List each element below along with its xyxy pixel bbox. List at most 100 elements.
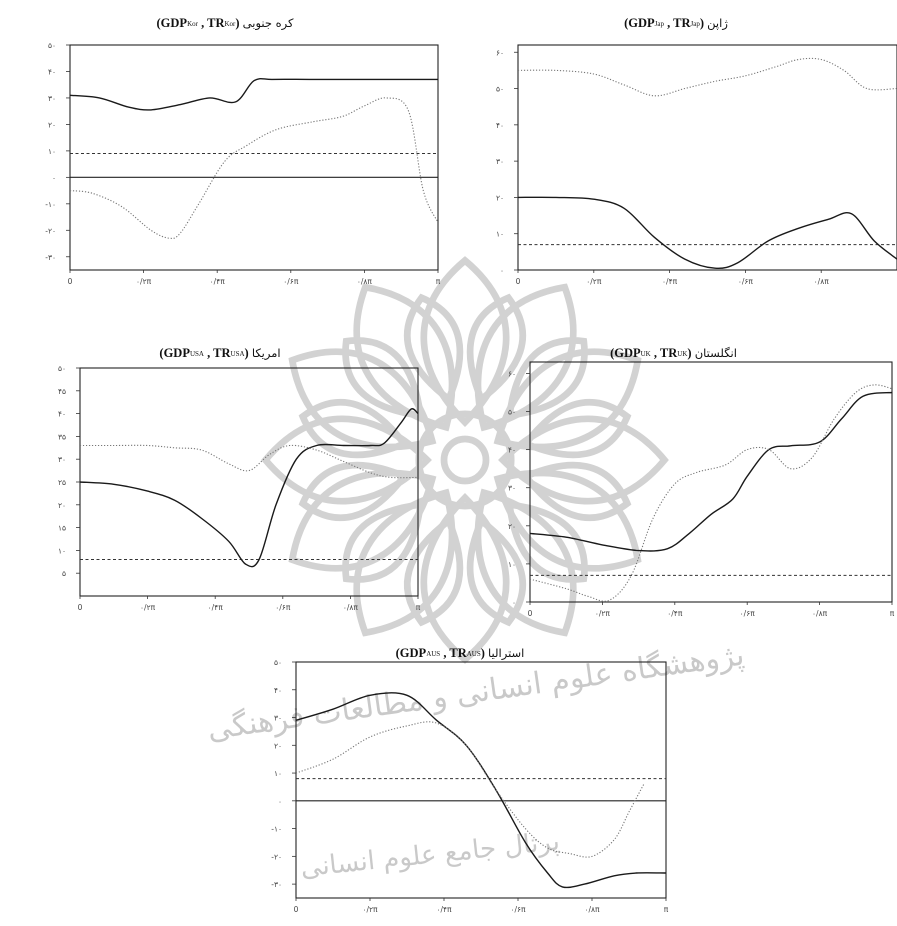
chart-title-aus: (GDPAUS , TRAUS) استرالیا xyxy=(395,646,525,660)
x-tick: ۰/۸π xyxy=(584,898,600,914)
y-tick: ۳۰ xyxy=(496,157,518,166)
x-tick-label: π xyxy=(416,603,421,612)
series-solid-line xyxy=(69,78,438,111)
y-tick: ۶۰ xyxy=(496,48,518,57)
y-tick: ۲۰ xyxy=(496,193,518,202)
x-tick-label: ۰/۴π xyxy=(662,277,678,286)
y-tick-label: ۵۰ xyxy=(274,658,282,667)
y-tick: ۲۰ xyxy=(58,501,80,510)
y-tick-label: ۶۰ xyxy=(508,369,516,378)
y-tick-label: ۰ xyxy=(500,266,504,275)
x-tick-label: ۰/۸π xyxy=(343,603,359,612)
y-tick: ۵۰ xyxy=(508,408,530,417)
x-tick-label: ۰/۲π xyxy=(136,277,152,286)
y-tick: ۵۰ xyxy=(58,364,80,373)
x-tick-label: ۰/۸π xyxy=(812,609,828,618)
x-tick-label: ۰/۶π xyxy=(275,603,291,612)
series-dotted-line xyxy=(517,57,897,97)
x-tick-label: ۰/۴π xyxy=(667,609,683,618)
y-tick-label: ۱۰ xyxy=(508,560,516,569)
chart-title-kor: (GDPKor , TRKor) کره جنوبی xyxy=(156,16,294,30)
y-tick: ۳۰ xyxy=(508,484,530,493)
x-tick: 0 xyxy=(516,270,521,286)
x-tick: π xyxy=(890,602,895,618)
y-tick: ۰ xyxy=(500,266,518,275)
x-tick: 0 xyxy=(68,270,73,286)
y-tick-label: ۴۵ xyxy=(58,387,66,396)
y-tick: ۴۰ xyxy=(496,121,518,130)
y-tick-label: ۵ xyxy=(62,569,66,578)
y-tick: ۴۰ xyxy=(274,686,296,695)
y-tick-label: ۳۰ xyxy=(58,455,66,464)
y-tick-label: ۴۰ xyxy=(508,446,516,455)
x-tick: ۰/۸π xyxy=(343,596,359,612)
x-tick: ۰/۶π xyxy=(275,596,291,612)
x-tick-label: 0 xyxy=(68,277,73,286)
y-tick: ۱۰ xyxy=(58,546,80,555)
y-tick-label: ۶۰ xyxy=(496,48,504,57)
y-tick: ۵۰ xyxy=(274,658,296,667)
y-tick: ۶۰ xyxy=(508,369,530,378)
y-tick: ۴۰ xyxy=(58,410,80,419)
x-tick-label: ۰/۴π xyxy=(210,277,226,286)
x-tick-label: 0 xyxy=(78,603,83,612)
y-tick: ۳۰ xyxy=(48,94,70,103)
x-tick: ۰/۶π xyxy=(740,602,756,618)
x-tick-label: ۰/۲π xyxy=(362,905,378,914)
x-tick: ۰/۶π xyxy=(738,270,754,286)
chart-plot-uk: ۶۰ ۵۰ ۴۰ ۳۰ ۲۰ ۱۰ ۰ 0 ۰/۲π ۰/۴π ۰/۶π ۰/۸π π xyxy=(508,361,895,618)
x-tick-label: ۰/۸π xyxy=(584,905,600,914)
x-tick-label: ۰/۶π xyxy=(740,609,756,618)
x-tick-label: 0 xyxy=(516,277,521,286)
x-tick-label: π xyxy=(890,609,895,618)
y-tick: -۱۰ xyxy=(271,825,296,834)
y-tick: ۱۵ xyxy=(58,524,80,533)
y-tick: ۱۰ xyxy=(274,769,296,778)
y-tick: ۳۰ xyxy=(274,714,296,723)
x-tick: ۰/۴π xyxy=(436,898,452,914)
chart-plot-usa: ۵۰ ۴۵ ۴۰ ۳۵ ۳۰ ۲۵ ۲۰ ۱۵ ۱۰ ۵ 0 ۰/۲π ۰/۴π ۰/۶π ۰/۸π π xyxy=(58,364,421,612)
y-tick-label: -۲۰ xyxy=(45,226,56,235)
x-tick: ۰/۲π xyxy=(362,898,378,914)
chart-title-jap: (GDPJap , TRJap) ژاپن xyxy=(624,16,728,30)
x-tick-label: ۰/۶π xyxy=(738,277,754,286)
plot-frame xyxy=(529,361,893,603)
x-tick: ۰/۴π xyxy=(667,602,683,618)
x-tick-label: π xyxy=(436,277,441,286)
chart-plot-jap: ۶۰ ۵۰ ۴۰ ۳۰ ۲۰ ۱۰ ۰ 0 ۰/۲π ۰/۴π ۰/۶π ۰/۸π xyxy=(496,44,897,286)
x-tick-label: ۰/۶π xyxy=(510,905,526,914)
x-tick: ۰/۸π xyxy=(812,602,828,618)
y-tick-label: ۵۰ xyxy=(48,41,56,50)
y-tick-label: ۱۰ xyxy=(48,147,56,156)
y-tick: ۲۰ xyxy=(48,120,70,129)
series-solid-line xyxy=(529,391,893,552)
x-tick: 0 xyxy=(294,898,299,914)
x-tick-label: ۰/۲π xyxy=(140,603,156,612)
chart-plot-kor: ۵۰ ۴۰ ۳۰ ۲۰ ۱۰ ۰ -۱۰ -۲۰ -۳۰ 0 ۰/۲π ۰/۴π ۰/۶π ۰/۸π π xyxy=(45,41,441,286)
y-tick: ۲۵ xyxy=(58,478,80,487)
x-tick: 0 xyxy=(528,602,533,618)
y-tick: -۲۰ xyxy=(271,852,296,861)
y-tick: -۳۰ xyxy=(271,880,296,889)
series-dotted-line xyxy=(529,384,893,602)
y-tick: ۳۰ xyxy=(58,455,80,464)
y-tick: ۱۰ xyxy=(508,560,530,569)
y-tick-label: ۴۰ xyxy=(496,121,504,130)
y-tick: ۲۰ xyxy=(508,522,530,531)
x-tick: ۰/۸π xyxy=(814,270,829,286)
y-tick: -۳۰ xyxy=(45,253,70,262)
y-tick-label: ۵۰ xyxy=(58,364,66,373)
x-tick: 0 xyxy=(78,596,83,612)
y-tick-label: ۱۰ xyxy=(58,546,66,555)
x-tick-label: 0 xyxy=(528,609,533,618)
x-tick-label: ۰/۴π xyxy=(436,905,452,914)
y-tick-label: -۳۰ xyxy=(271,880,282,889)
chart-title-usa: (GDPUSA , TRUSA) امریکا xyxy=(159,346,281,360)
x-tick: π xyxy=(436,270,441,286)
y-tick-label: ۱۵ xyxy=(58,524,66,533)
y-tick: ۰ xyxy=(278,797,296,806)
x-tick-label: π xyxy=(664,905,669,914)
series-solid-line xyxy=(517,196,897,270)
x-tick: ۰/۲π xyxy=(586,270,602,286)
chart-panel-jap: (GDPJap , TRJap) ژاپن ۶۰ ۵۰ ۴۰ ۳۰ ۲۰ ۱۰ ۰ 0 ۰/۲π… xyxy=(455,0,897,300)
